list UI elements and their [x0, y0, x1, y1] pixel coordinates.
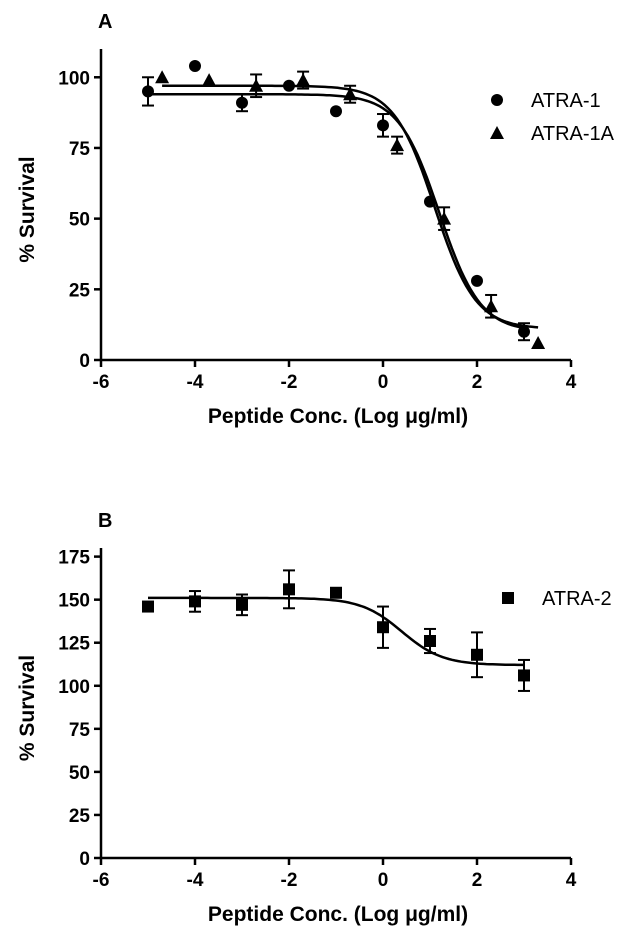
data-point — [296, 73, 311, 87]
y-tick-label: 25 — [69, 280, 91, 301]
chart-panel-a: A 0 25 50 75 100 -6 -4 -2 0 2 4 Peptide Conc. (Log μ… — [16, 11, 615, 428]
y-tick-label: 0 — [79, 849, 90, 870]
x-axis-title: Peptide Conc. (Log μg/ml) — [208, 405, 468, 428]
x-tick-label: -4 — [187, 372, 204, 393]
series-atra-2 — [142, 569, 530, 692]
y-tick-label: 50 — [69, 763, 90, 784]
data-point — [249, 78, 264, 92]
legend-label: ATRA-1A — [531, 123, 615, 145]
data-point — [437, 211, 452, 225]
legend-marker — [490, 126, 504, 139]
y-tick-label: 50 — [69, 210, 90, 231]
data-point — [236, 598, 248, 611]
data-point — [202, 73, 217, 87]
chart-panel-b: B 0 25 50 75 100 125 150 175 -6 -4 -2 0 2 4 Peptide Con… — [16, 510, 612, 926]
data-point — [518, 669, 530, 682]
series-atra-1 — [142, 59, 530, 342]
y-tick-label: 100 — [58, 68, 90, 89]
x-tick-label: -2 — [281, 372, 298, 393]
data-point — [424, 635, 436, 647]
data-point — [377, 621, 389, 634]
fit-curve — [148, 596, 524, 667]
y-axis-title: % Survival — [16, 156, 39, 262]
y-tick-label: 100 — [58, 677, 90, 698]
legend-label: ATRA-1 — [531, 90, 601, 112]
data-point — [471, 648, 483, 661]
y-tick-label: 25 — [69, 806, 91, 827]
data-point — [343, 87, 358, 101]
legend-marker — [491, 94, 503, 106]
legend-label: ATRA-2 — [542, 588, 612, 610]
data-point — [189, 59, 201, 72]
y-tick-label: 75 — [69, 720, 91, 741]
data-point — [484, 299, 499, 313]
data-point — [155, 70, 170, 84]
x-tick-label: -6 — [93, 372, 110, 393]
legend-marker — [502, 592, 514, 604]
x-tick-label: -4 — [187, 870, 204, 891]
x-tick-label: 2 — [472, 372, 483, 393]
data-point — [330, 586, 342, 599]
data-point — [330, 105, 342, 118]
data-point — [377, 119, 389, 132]
panel-label: A — [98, 11, 112, 33]
x-axis-title: Peptide Conc. (Log μg/ml) — [208, 903, 468, 926]
y-tick-label: 150 — [58, 591, 90, 612]
data-point — [283, 583, 295, 596]
x-tick-label: -2 — [281, 870, 298, 891]
data-point — [531, 336, 546, 350]
x-tick-label: 2 — [472, 870, 483, 891]
y-tick-label: 0 — [79, 351, 90, 372]
x-tick-label: 0 — [378, 870, 389, 891]
data-point — [142, 85, 154, 98]
x-tick-label: -6 — [93, 870, 110, 891]
data-point — [390, 138, 405, 152]
data-point — [471, 274, 483, 287]
fit-curve — [148, 92, 525, 330]
y-tick-label: 75 — [69, 139, 91, 160]
x-tick-label: 4 — [566, 372, 577, 393]
fit-curve — [162, 84, 539, 329]
data-point — [189, 595, 201, 608]
series-atra-1a — [155, 70, 546, 350]
y-tick-label: 175 — [58, 548, 90, 569]
data-point — [236, 96, 248, 109]
x-tick-label: 4 — [566, 870, 577, 891]
y-axis-title: % Survival — [16, 655, 39, 761]
y-tick-label: 125 — [58, 634, 90, 655]
data-point — [142, 600, 154, 613]
panel-label: B — [98, 510, 112, 532]
data-point — [518, 325, 530, 338]
x-tick-label: 0 — [378, 372, 389, 393]
